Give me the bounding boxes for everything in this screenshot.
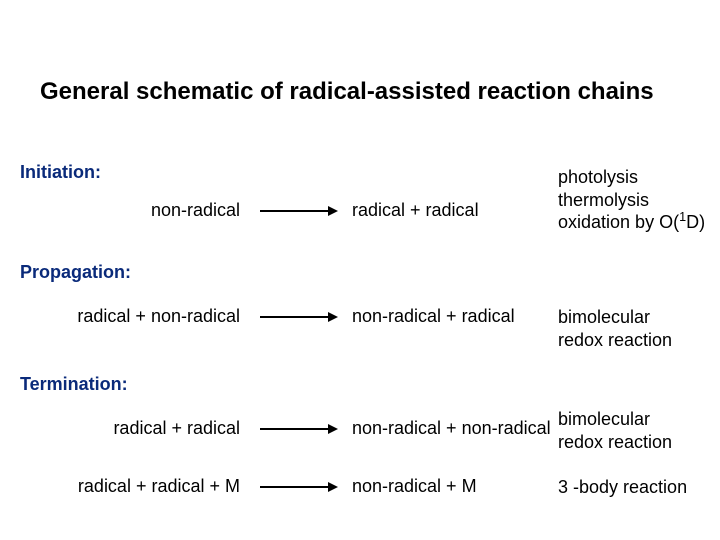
reactant-initiation-1: non-radical [151, 200, 240, 221]
mechanism-termination-2: 3 -body reaction [558, 476, 687, 499]
reactant-termination-2: radical + radical + M [78, 476, 240, 497]
reactant-termination-1: radical + radical [113, 418, 240, 439]
section-termination-label: Termination: [20, 374, 128, 395]
page-title: General schematic of radical-assisted re… [40, 78, 654, 106]
mechanism-propagation-1: bimolecularredox reaction [558, 306, 672, 351]
product-initiation-1: radical + radical [352, 200, 479, 221]
mechanism-termination-1: bimolecularredox reaction [558, 408, 672, 453]
mechanism-initiation-1: photolysisthermolysisoxidation by O(1D) [558, 166, 705, 234]
section-propagation-label: Propagation: [20, 262, 131, 283]
product-termination-1: non-radical + non-radical [352, 418, 551, 439]
section-initiation-label: Initiation: [20, 162, 101, 183]
product-propagation-1: non-radical + radical [352, 306, 515, 327]
product-termination-2: non-radical + M [352, 476, 477, 497]
reactant-propagation-1: radical + non-radical [77, 306, 240, 327]
